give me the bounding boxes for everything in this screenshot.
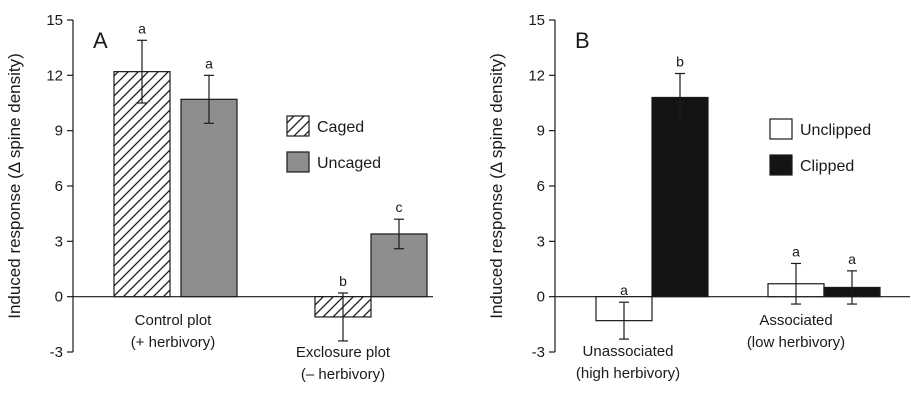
legend-swatch (769, 118, 793, 140)
significance-letter: b (676, 53, 684, 69)
significance-letter: a (138, 20, 146, 36)
bar (180, 98, 238, 298)
y-tick-label: 9 (537, 123, 545, 140)
legend-label: Uncaged (317, 155, 381, 172)
y-tick-label: 12 (46, 67, 63, 84)
y-tick-label: 6 (55, 178, 63, 195)
significance-letter: b (339, 273, 347, 289)
y-tick-label: 3 (537, 233, 545, 250)
y-tick-label: 3 (55, 233, 63, 250)
bar (113, 71, 171, 298)
legend-label: Unclipped (800, 122, 871, 139)
panel-letter: A (93, 28, 108, 53)
panel-a: -3 0 3 6 9 12 15 Induced response (Δ spine dens… (5, 12, 433, 383)
y-tick-label: -3 (532, 344, 545, 361)
significance-letter: c (396, 199, 403, 215)
panel-letter: B (575, 28, 590, 53)
significance-letter: a (848, 251, 856, 267)
y-tick-label: 9 (55, 123, 63, 140)
legend-label: Clipped (800, 158, 854, 175)
y-axis-label: Induced response (Δ spine density) (5, 53, 24, 319)
y-tick-label: -3 (50, 344, 63, 361)
y-tick-label: 0 (55, 289, 63, 306)
category-sublabel: (low herbivory) (747, 334, 845, 351)
bar (651, 96, 709, 298)
category-label: Unassociated (583, 343, 674, 360)
legend-swatch (286, 151, 310, 173)
category-sublabel: (high herbivory) (576, 365, 680, 382)
significance-letter: a (620, 282, 628, 298)
legend-swatch (769, 154, 793, 176)
y-tick-label: 12 (528, 67, 545, 84)
y-tick-label: 15 (528, 12, 545, 29)
category-label: Associated (759, 312, 832, 329)
category-sublabel: (– herbivory) (301, 366, 385, 383)
y-axis-label: Induced response (Δ spine density) (487, 53, 506, 319)
panel-b: -3 0 3 6 9 12 15 Induced response (Δ spine dens… (487, 12, 910, 382)
y-tick-label: 15 (46, 12, 63, 29)
significance-letter: a (792, 243, 800, 259)
significance-letter: a (205, 55, 213, 71)
y-tick-label: 0 (537, 289, 545, 306)
category-label: Control plot (135, 312, 213, 329)
legend-swatch (286, 115, 310, 137)
legend-label: Caged (317, 119, 364, 136)
category-sublabel: (+ herbivory) (131, 334, 216, 351)
category-label: Exclosure plot (296, 344, 391, 361)
y-tick-label: 6 (537, 178, 545, 195)
